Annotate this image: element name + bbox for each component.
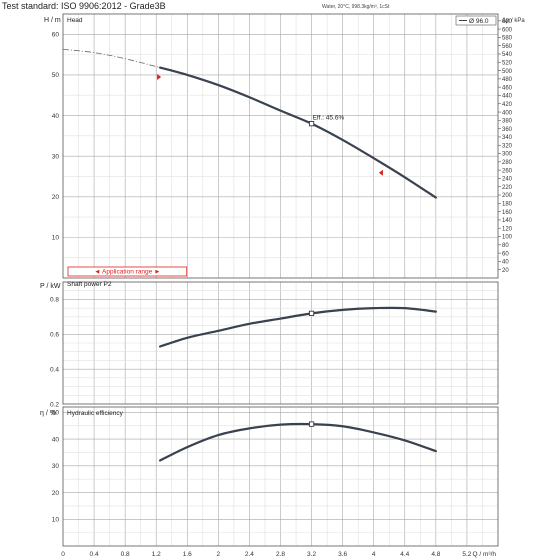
x-tick-label: 3.2: [307, 551, 316, 558]
x-axis-label: Q / m³/h: [473, 551, 497, 558]
y2-tick-label: 600: [502, 27, 513, 33]
y2-tick-label: 260: [502, 168, 513, 174]
x-tick-label: 4.4: [400, 551, 409, 558]
y2-tick-label: 520: [502, 60, 513, 66]
y2-tick-label: 280: [502, 160, 513, 166]
y2-tick-label: 300: [502, 152, 513, 158]
efficiency-title: Hydraulic efficiency: [67, 410, 124, 417]
y2-tick-label: 40: [502, 260, 509, 266]
range-start-marker: [157, 73, 162, 80]
y2-tick-label: 480: [502, 77, 513, 83]
head-extrapolation-line: [62, 48, 161, 68]
legend-entry: Ø 96.0: [469, 18, 489, 25]
y2-tick-label: 140: [502, 218, 513, 224]
y2-tick-label: 560: [502, 44, 513, 50]
y-tick-label-eff: 30: [52, 463, 60, 470]
y2-tick-label: 460: [502, 85, 513, 91]
y2-tick-label: 380: [502, 119, 513, 125]
power-y-axis-label: P / kW: [40, 283, 61, 290]
x-tick-label: 2.4: [245, 551, 254, 558]
legend-box: [455, 15, 497, 26]
y2-tick-label: 440: [502, 94, 513, 100]
y2-tick-label: 320: [502, 143, 513, 149]
y-tick-label-eff: 20: [52, 490, 60, 497]
y2-tick-label: 60: [502, 251, 509, 257]
y2-tick-label: 580: [502, 36, 513, 42]
panel-frame-power: [62, 281, 499, 405]
test-standard-header: Test standard: ISO 9906:2012 - Grade3B: [2, 1, 166, 11]
head-y-axis-label: H / m: [44, 17, 61, 24]
y2-tick-label: 120: [502, 226, 513, 232]
y2-tick-label: 400: [502, 110, 513, 116]
x-tick-label: 1.2: [152, 551, 161, 558]
head-curve: [159, 66, 437, 199]
y-tick-label-head: 40: [52, 113, 60, 120]
panel-frame-head: [62, 13, 499, 279]
y2-axis-label: Δp / kPa: [502, 18, 525, 24]
power-duty-point: [308, 310, 315, 316]
panel-frame-eff: [62, 406, 499, 547]
y-tick-label-eff: 10: [52, 517, 60, 524]
power-title: Shaft power P2: [67, 281, 112, 288]
x-tick-label: 0.8: [121, 551, 130, 558]
y-tick-label-eff: 40: [52, 436, 60, 443]
x-tick-label: 1.6: [183, 551, 192, 558]
y2-tick-label: 220: [502, 185, 513, 191]
range-end-marker: [378, 169, 383, 176]
y2-tick-label: 420: [502, 102, 513, 108]
y2-tick-label: 80: [502, 243, 509, 249]
head-title: Head: [67, 17, 83, 24]
power-curve: [159, 306, 437, 348]
head-duty-point: [308, 121, 315, 127]
y-tick-label-head: 30: [52, 153, 60, 160]
x-tick-label: 3.6: [338, 551, 347, 558]
y2-tick-label: 240: [502, 177, 513, 183]
x-tick-label: 2: [217, 551, 221, 558]
efficiency-duty-point: [308, 421, 315, 427]
y-tick-label-head: 60: [52, 32, 60, 39]
y2-tick-label: 100: [502, 235, 513, 241]
medium-note: Water, 20°C, 998.3kg/m³, 1cSt: [322, 4, 390, 10]
y2-tick-label: 200: [502, 193, 513, 199]
y-tick-label-head: 50: [52, 72, 60, 79]
y2-tick-label: 620: [502, 19, 513, 25]
y2-tick-label: 500: [502, 69, 513, 75]
x-tick-label: 4: [372, 551, 376, 558]
y2-tick-label: 340: [502, 135, 513, 141]
y2-tick-label: 160: [502, 210, 513, 216]
x-tick-label: 0: [61, 551, 65, 558]
y-tick-label-head: 20: [52, 194, 60, 201]
y2-tick-label: 540: [502, 52, 513, 58]
y2-tick-label: 180: [502, 202, 513, 208]
y-tick-label-power: 0.4: [50, 366, 59, 373]
y2-tick-label: 360: [502, 127, 513, 133]
x-tick-label: 0.4: [90, 551, 99, 558]
application-range-label: ◄ Application range ►: [94, 269, 160, 276]
y-tick-label-eff: 50: [52, 410, 60, 417]
y-tick-label-power: 0.6: [50, 332, 59, 339]
x-tick-label: 2.8: [276, 551, 285, 558]
x-tick-label: 5.2: [462, 551, 471, 558]
efficiency-annotation: Eff.: 45.6%: [313, 115, 345, 122]
y2-tick-label: 20: [502, 268, 509, 274]
y-tick-label-head: 10: [52, 235, 60, 242]
y-tick-label-power: 0.8: [50, 297, 59, 304]
x-tick-label: 4.8: [431, 551, 440, 558]
efficiency-y-axis-label: η / %: [40, 410, 56, 417]
application-range-box: [67, 266, 188, 277]
efficiency-curve: [159, 422, 437, 462]
y-tick-label-power: 0.2: [50, 401, 59, 408]
